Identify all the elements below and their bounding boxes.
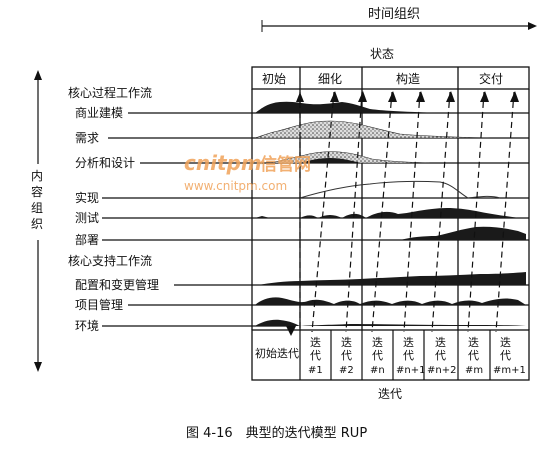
arrowhead-up-icon [510, 91, 519, 102]
effort-hump-deployment [400, 226, 526, 240]
effort-hump-business-modeling [255, 101, 440, 113]
effort-curve-implementation [299, 180, 501, 199]
core-process-title: 核心过程工作流 [68, 85, 152, 100]
content-axis-char-1: 内 [31, 169, 43, 183]
arrowhead-up-icon [446, 91, 455, 102]
phase-inception: 初始 [262, 72, 286, 86]
workflow-grid [251, 89, 530, 330]
effort-hump-config-change [258, 272, 526, 285]
time-axis-label: 时间组织 [368, 7, 420, 22]
iteration-n-number: #n [370, 365, 385, 376]
iteration-arrowheads [286, 91, 519, 336]
watermark-url: www.cnitpm.com [184, 179, 287, 193]
phase-construction: 构造 [396, 71, 420, 86]
workflow-config-change-mgmt: 配置和变更管理 [75, 277, 159, 292]
workflow-analysis-design: 分析和设计 [75, 156, 135, 170]
iteration-m1-number: #m+1 [493, 365, 526, 376]
iteration-2-number: #2 [339, 365, 354, 376]
iteration-arrow [403, 91, 421, 333]
content-axis-char-3: 组 [31, 201, 43, 215]
iteration-n1-char-2: 代 [403, 349, 414, 362]
workflow-requirements: 需求 [75, 131, 99, 145]
iteration-row: 初始迭代 迭 代 #1 迭 代 #2 迭 代 #n 迭 代 #n+1 迭 代 #… [251, 329, 530, 381]
content-axis-char-2: 容 [31, 184, 43, 199]
arrowhead-up-icon [296, 92, 304, 102]
core-support-title: 核心支持工作流 [68, 253, 152, 268]
watermark: cnitpm 信管网 www.cnitpm.com [184, 151, 311, 193]
phase-elaboration: 细化 [318, 72, 342, 86]
iteration-1-char-1: 迭 [310, 336, 321, 349]
iteration-initial: 初始迭代 [255, 346, 299, 360]
effort-hump-analysis-design-shadow [300, 158, 360, 163]
content-axis-up-arrow-icon [34, 70, 42, 80]
iteration-m-char-2: 代 [468, 349, 479, 362]
effort-curves [254, 101, 526, 326]
iteration-row-frame [251, 329, 530, 381]
watermark-brand-suffix: 信管网 [260, 154, 311, 175]
iteration-2-char-1: 迭 [341, 336, 352, 349]
workflow-environment: 环境 [75, 318, 99, 333]
iteration-1-char-2: 代 [310, 349, 321, 362]
phase-transition: 交付 [479, 71, 503, 86]
core-support-workflows: 核心支持工作流 配置和变更管理 项目管理 环境 [68, 253, 529, 333]
iteration-arrow [345, 91, 363, 333]
figure-caption: 图 4-16 典型的迭代模型 RUP [186, 425, 367, 441]
effort-hump-requirements [254, 120, 491, 139]
iteration-arrow [311, 91, 335, 333]
effort-hump-project-mgmt [255, 297, 526, 305]
iteration-n2-char-1: 迭 [435, 336, 446, 349]
content-axis-down-arrow-icon [34, 362, 42, 372]
workflow-business-modeling: 商业建模 [75, 105, 123, 120]
effort-hump-analysis-design [269, 151, 431, 164]
workflow-deployment: 部署 [75, 232, 99, 247]
phase-bar-frame [251, 66, 530, 90]
iteration-n-char-1: 迭 [372, 336, 383, 349]
phase-bar: 初始 细化 构造 交付 [251, 66, 530, 90]
phase-header: 状态 [370, 47, 394, 61]
arrowhead-up-icon [416, 91, 425, 102]
arrowhead-up-icon [480, 91, 489, 102]
content-axis-char-4: 织 [31, 217, 43, 231]
iteration-n2-number: #n+2 [427, 365, 456, 376]
iteration-n-char-2: 代 [372, 349, 383, 362]
iteration-n1-char-1: 迭 [403, 336, 414, 349]
iteration-m1-char-1: 迭 [500, 336, 511, 349]
iteration-2-char-2: 代 [341, 349, 352, 362]
workflow-implementation: 实现 [75, 190, 99, 205]
iteration-m-number: #m [465, 365, 483, 376]
iteration-arrow [371, 91, 393, 333]
content-axis: 内 容 组 织 [28, 70, 48, 372]
iteration-arrows [299, 91, 515, 333]
iteration-n2-char-2: 代 [435, 349, 446, 362]
effort-hump-environment [255, 319, 526, 326]
content-axis-label-bg [28, 164, 48, 240]
iteration-m-char-1: 迭 [468, 336, 479, 349]
time-axis: 时间组织 [261, 7, 537, 32]
time-axis-arrow-icon [528, 22, 537, 30]
workflow-project-mgmt: 项目管理 [75, 297, 123, 312]
iteration-axis-label: 迭代 [378, 387, 402, 401]
arrowhead-up-icon [330, 91, 339, 102]
arrowhead-up-icon [358, 91, 367, 102]
arrowhead-up-icon [388, 91, 397, 102]
iteration-1-number: #1 [308, 365, 323, 376]
iteration-arrow [467, 91, 485, 333]
iteration-n1-number: #n+1 [396, 365, 425, 376]
arrowhead-down-icon [286, 326, 296, 336]
effort-hump-test [255, 207, 520, 218]
iteration-arrow [431, 91, 451, 333]
iteration-m1-char-2: 代 [500, 349, 511, 362]
workflow-test: 测试 [75, 210, 99, 225]
iteration-arrow [495, 91, 515, 333]
watermark-brand: cnitpm [184, 151, 262, 175]
